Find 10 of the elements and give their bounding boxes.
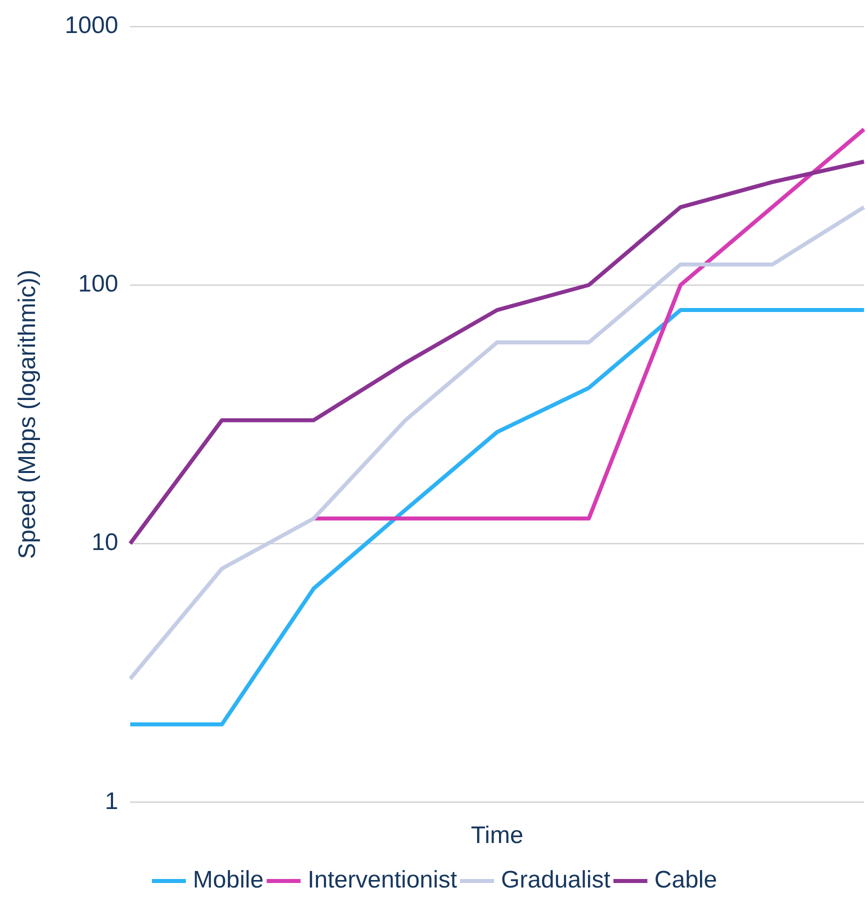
legend-label: Mobile	[192, 866, 264, 894]
y-tick-label: 10	[91, 529, 118, 556]
legend-label: Cable	[654, 866, 718, 894]
y-axis-title: Speed (Mbps (logarithmic))	[14, 270, 42, 560]
x-axis-title: Time	[470, 822, 524, 850]
legend-label: Gradualist	[501, 866, 611, 894]
y-tick-label: 100	[78, 270, 118, 298]
y-tick-label: 1000	[64, 12, 118, 40]
legend-label: Interventionist	[308, 866, 458, 894]
y-tick-label: 1	[104, 788, 118, 815]
